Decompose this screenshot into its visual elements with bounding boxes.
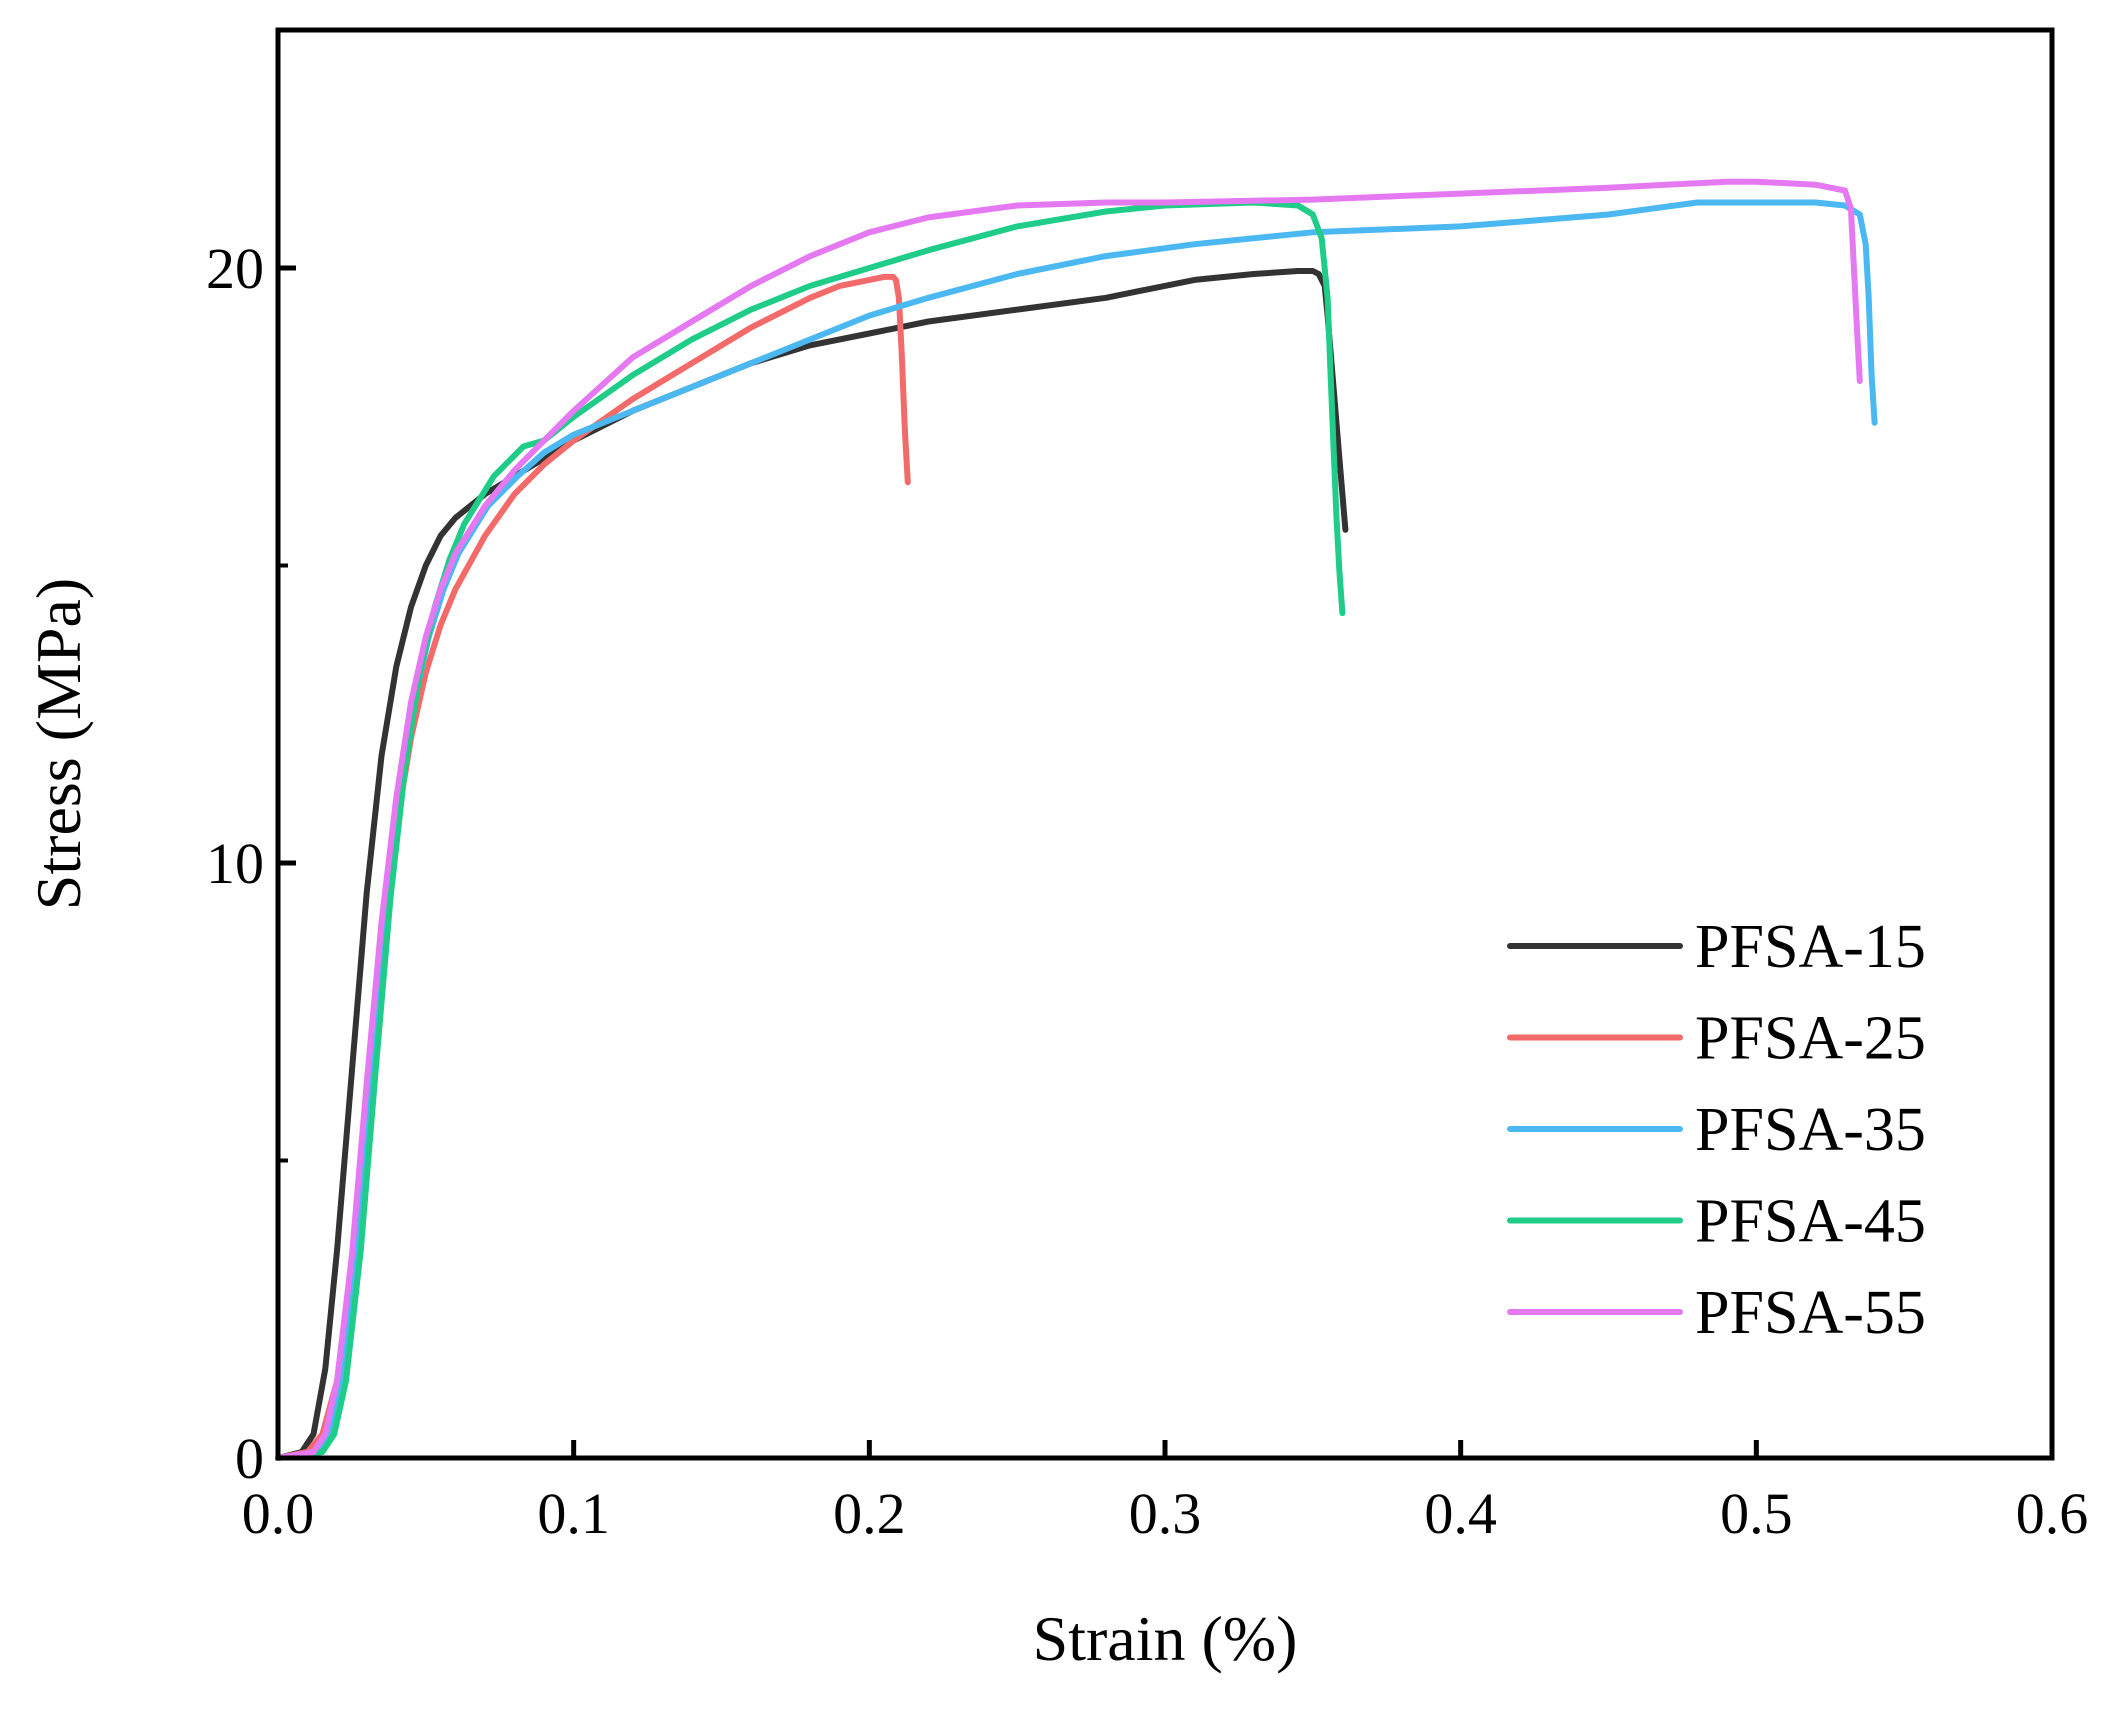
series-lines xyxy=(275,178,1878,1461)
x-tick-label: 0.5 xyxy=(1720,1481,1793,1546)
x-tick-label: 0.3 xyxy=(1129,1481,1202,1546)
legend-label-pfsa-45: PFSA-45 xyxy=(1695,1188,1926,1256)
y-tick-label: 0 xyxy=(235,1426,264,1491)
y-tick-label: 10 xyxy=(206,831,264,896)
series-line-pfsa-45 xyxy=(275,199,1346,1461)
y-tick-label: 20 xyxy=(206,236,264,301)
legend-label-pfsa-15: PFSA-15 xyxy=(1695,913,1926,981)
x-axis-ticks: 0.0 0.1 0.2 0.3 0.4 0.5 0.6 xyxy=(242,1440,2089,1546)
legend-label-pfsa-25: PFSA-25 xyxy=(1695,1005,1926,1073)
x-tick-label: 0.2 xyxy=(833,1481,906,1546)
x-axis-title: Strain (%) xyxy=(1033,1603,1298,1674)
legend-label-pfsa-55: PFSA-55 xyxy=(1695,1279,1926,1347)
series-line-pfsa-55 xyxy=(275,178,1863,1461)
x-tick-label: 0.4 xyxy=(1424,1481,1497,1546)
y-axis-ticks: 0 10 20 xyxy=(206,236,296,1491)
x-tick-label: 0.6 xyxy=(2016,1481,2089,1546)
x-tick-label: 0.0 xyxy=(242,1481,315,1546)
legend-label-pfsa-35: PFSA-35 xyxy=(1695,1096,1926,1164)
legend: PFSA-15 PFSA-25 PFSA-35 PFSA-45 PFSA-55 xyxy=(1507,913,1926,1347)
x-tick-label: 0.1 xyxy=(537,1481,610,1546)
y-axis-title: Stress (MPa) xyxy=(23,578,94,910)
plot-frame xyxy=(275,27,2055,1461)
